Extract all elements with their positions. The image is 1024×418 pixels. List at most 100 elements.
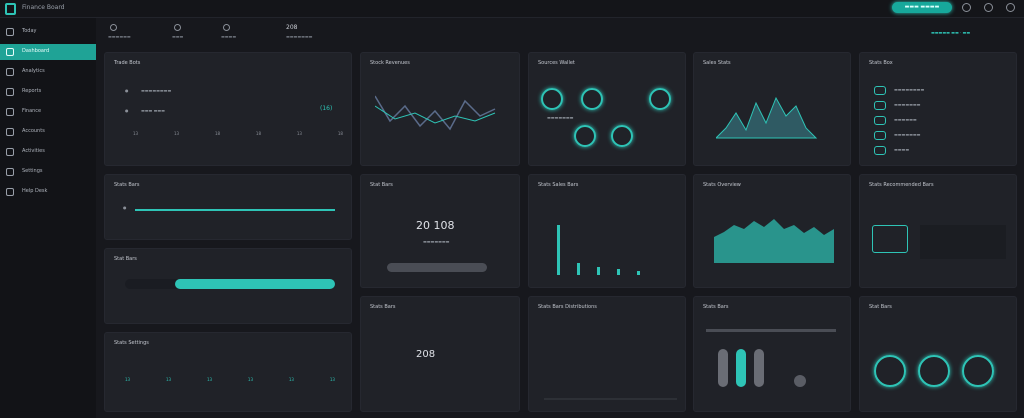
card-stats-bars-pills: Stats Bars bbox=[693, 296, 851, 412]
row-label: ▬▬▬ ▬▬▬ bbox=[141, 108, 165, 113]
row-icon bbox=[874, 146, 886, 155]
stats-strip: ▬▬▬▬▬▬ ▬▬▬ ▬▬▬▬ 208 ▬▬▬▬▬▬▬ ▬▬▬▬▬ ▬▬ · ▬▬ bbox=[96, 18, 1024, 48]
wallet-ring[interactable] bbox=[541, 88, 563, 110]
card-stats-sales-bars: Stats Sales Bars bbox=[528, 174, 686, 288]
bot-columns: 13 13 18 18 13 18 bbox=[133, 131, 343, 151]
bot-value: 18 bbox=[337, 131, 343, 136]
card-title: Stats Box bbox=[869, 60, 893, 66]
pill-bar bbox=[736, 349, 746, 387]
stat-icon bbox=[110, 24, 117, 31]
card-title: Stats Bars bbox=[370, 304, 396, 310]
wallet-ring[interactable] bbox=[581, 88, 603, 110]
card-title: Stats Settings bbox=[114, 340, 149, 346]
app-logo[interactable] bbox=[5, 3, 16, 15]
wallet-ring[interactable] bbox=[611, 125, 633, 147]
row-label: ▬▬▬▬▬▬▬ bbox=[894, 132, 921, 137]
stat-item: ▬▬▬ bbox=[172, 24, 183, 39]
sidebar-item-reports[interactable]: Reports bbox=[0, 84, 96, 100]
bar-fill bbox=[175, 279, 335, 289]
analytics-icon bbox=[6, 68, 14, 76]
pill-bar bbox=[754, 349, 764, 387]
pill-bar bbox=[718, 349, 728, 387]
bot-value: 13 bbox=[133, 131, 139, 136]
stat-sub: ▬▬▬▬▬▬▬ bbox=[423, 239, 450, 244]
wallet-ring[interactable] bbox=[574, 125, 596, 147]
card-title: Stats Recommended Bars bbox=[869, 182, 934, 188]
revenue-line-chart bbox=[375, 95, 496, 131]
card-title: Stats Overview bbox=[703, 182, 741, 188]
row-icon bbox=[874, 116, 886, 125]
divider-bar bbox=[706, 329, 836, 332]
stats-status: ▬▬▬▬▬ ▬▬ · ▬▬ bbox=[931, 30, 971, 35]
settings-value: 13 bbox=[125, 377, 131, 382]
dashboard-icon bbox=[6, 48, 14, 56]
stat-item: ▬▬▬▬ bbox=[221, 24, 236, 39]
help-icon bbox=[6, 188, 14, 196]
sidebar-item-today[interactable]: Today bbox=[0, 24, 96, 40]
bot-value: 13 bbox=[296, 131, 302, 136]
bot-value: 18 bbox=[255, 131, 261, 136]
sidebar-item-finance[interactable]: Finance bbox=[0, 104, 96, 120]
menu-icon[interactable] bbox=[1006, 3, 1015, 12]
stat-item: ▬▬▬▬▬▬ bbox=[108, 24, 131, 39]
wallet-ring[interactable] bbox=[649, 88, 671, 110]
row-icon bbox=[874, 131, 886, 140]
settings-value: 13 bbox=[247, 377, 253, 382]
settings-value: 13 bbox=[206, 377, 213, 382]
settings-value: 13 bbox=[288, 377, 294, 382]
row-label: ▬▬▬▬▬▬▬▬ bbox=[141, 88, 172, 93]
card-stats-recommended: Stats Recommended Bars bbox=[859, 174, 1017, 288]
progress-ring bbox=[918, 355, 950, 387]
stat-value: 208 bbox=[416, 349, 436, 360]
progress-bar bbox=[135, 209, 335, 211]
sidebar-item-accounts[interactable]: Accounts bbox=[0, 124, 96, 140]
toggle-bar[interactable] bbox=[387, 263, 487, 272]
reports-icon bbox=[6, 88, 14, 96]
card-title: Stats Bars bbox=[114, 182, 140, 188]
sidebar-item-help-desk[interactable]: Help Desk bbox=[0, 184, 96, 200]
settings-values: 13 13 13 13 13 13 bbox=[125, 377, 335, 382]
row-value: (16) bbox=[320, 105, 333, 112]
sidebar-item-analytics[interactable]: Analytics bbox=[0, 64, 96, 80]
stat-value: 20 108 bbox=[416, 219, 455, 232]
primary-action-button[interactable]: ▬▬▬ ▬▬▬▬ bbox=[892, 2, 952, 13]
row-label: ▬▬▬▬▬▬▬▬ bbox=[894, 87, 925, 92]
card-title: Stat Bars bbox=[869, 304, 892, 310]
settings-icon bbox=[6, 168, 14, 176]
progress-ring bbox=[962, 355, 994, 387]
progress-ring bbox=[874, 355, 906, 387]
card-title: Stats Sales Bars bbox=[538, 182, 579, 188]
card-title: Stat Bars bbox=[114, 256, 137, 262]
card-stat-bars: Stat Bars bbox=[104, 248, 352, 324]
card-title: Sources Wallet bbox=[538, 60, 575, 66]
card-stats-box: Stats Box ▬▬▬▬▬▬▬▬ ▬▬▬▬▬▬▬ ▬▬▬▬▬▬ ▬▬▬▬▬▬… bbox=[859, 52, 1017, 166]
today-icon bbox=[6, 28, 14, 36]
card-stats-settings: Stats Settings 13 13 13 13 13 13 bbox=[104, 332, 352, 412]
stat-icon bbox=[223, 24, 230, 31]
card-stats-overview: Stats Overview bbox=[693, 174, 851, 288]
card-title: Stats Bars Distributions bbox=[538, 304, 597, 310]
user-icon[interactable] bbox=[984, 3, 993, 12]
stat-icon bbox=[174, 24, 181, 31]
settings-icon[interactable] bbox=[962, 3, 971, 12]
card-stock-revenues: Stock Revenues bbox=[360, 52, 520, 166]
card-stat-rings: Stat Bars bbox=[859, 296, 1017, 412]
card-title: Sales Stats bbox=[703, 60, 731, 66]
top-bar: Finance Board ▬▬▬ ▬▬▬▬ bbox=[0, 0, 1024, 18]
sidebar: Today Dashboard Analytics Reports Financ… bbox=[0, 18, 96, 418]
sidebar-item-dashboard[interactable]: Dashboard bbox=[0, 44, 96, 60]
row-label: ▬▬▬▬▬▬▬ bbox=[894, 102, 921, 107]
sidebar-item-activities[interactable]: Activities bbox=[0, 144, 96, 160]
card-stats-bars: Stats Bars ● bbox=[104, 174, 352, 240]
sidebar-item-settings[interactable]: Settings bbox=[0, 164, 96, 180]
distribution-chart bbox=[544, 398, 677, 400]
settings-value: 13 bbox=[329, 377, 335, 382]
settings-value: 13 bbox=[165, 377, 172, 382]
card-trade-bots: Trade Bots ● ▬▬▬▬▬▬▬▬ ● ▬▬▬ ▬▬▬ (16) 13 … bbox=[104, 52, 352, 166]
row-icon: ● bbox=[125, 88, 129, 93]
recommended-icon[interactable] bbox=[872, 225, 908, 253]
dot-indicator bbox=[794, 375, 806, 387]
card-title: Stats Bars bbox=[703, 304, 729, 310]
card-sales-stats: Sales Stats bbox=[693, 52, 851, 166]
row-icon: ● bbox=[125, 108, 129, 113]
